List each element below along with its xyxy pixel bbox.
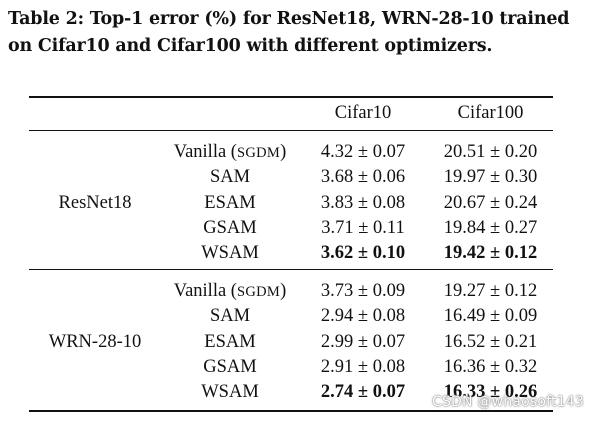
- optimizer-name: GSAM: [203, 217, 257, 238]
- cifar100-error-cell: 19.27 ± 0.12: [443, 281, 538, 301]
- model-name: WRN-28-10: [48, 331, 142, 352]
- optimizer-name: SAM: [209, 167, 251, 188]
- group-separator-rule: [29, 269, 553, 270]
- optimizer-prefix: Vanilla (: [173, 142, 237, 162]
- cifar100-error-cell: 20.67 ± 0.24: [443, 192, 538, 213]
- optimizer-name: WSAM: [201, 382, 259, 403]
- cifar100-error-cell: 16.33 ± 0.26: [443, 382, 538, 403]
- cifar10-error-cell: 3.71 ± 0.11: [321, 217, 405, 238]
- cifar100-error-cell: 19.97 ± 0.30: [443, 167, 538, 188]
- optimizer-prefix: Vanilla (: [173, 281, 237, 301]
- optimizer-suffix: ): [280, 281, 287, 301]
- cifar10-error-cell: 2.74 ± 0.07: [320, 382, 406, 403]
- cifar10-error-cell: 2.99 ± 0.07: [320, 331, 406, 352]
- optimizer-name: SAM: [209, 306, 251, 327]
- cifar10-error-cell: 3.83 ± 0.08: [320, 192, 406, 213]
- table-bottom-rule: [29, 410, 553, 412]
- cifar10-error-cell: 3.62 ± 0.10: [320, 243, 406, 264]
- optimizer-name: Vanilla (SGDM): [160, 140, 300, 164]
- optimizer-name: GSAM: [203, 356, 257, 377]
- optimizer-name: Vanilla (SGDM): [160, 279, 300, 303]
- cifar10-error-cell: 2.94 ± 0.08: [320, 306, 406, 327]
- model-name: ResNet18: [58, 192, 132, 213]
- cifar100-error-cell: 19.42 ± 0.12: [443, 243, 538, 264]
- cifar100-error-cell: 16.36 ± 0.32: [443, 356, 538, 377]
- cifar100-error-cell: 16.49 ± 0.09: [443, 306, 538, 327]
- cifar100-error-cell: 16.52 ± 0.21: [443, 331, 538, 352]
- cifar10-error-cell: 2.91 ± 0.08: [320, 356, 406, 377]
- cifar10-error-cell: 3.68 ± 0.06: [320, 167, 406, 188]
- optimizer-suffix: ): [280, 142, 287, 162]
- watermark: CSDN @whaosoft143: [432, 394, 584, 410]
- column-header-cifar10: Cifar10: [334, 103, 392, 123]
- cifar100-error-cell: 20.51 ± 0.20: [443, 142, 538, 162]
- column-header-cifar100: Cifar100: [457, 103, 524, 123]
- table-top-rule: [29, 96, 553, 98]
- cifar10-error-cell: 3.73 ± 0.09: [320, 281, 406, 301]
- optimizer-name: ESAM: [204, 192, 256, 213]
- header-rule: [29, 130, 553, 131]
- optimizer-name: ESAM: [204, 331, 256, 352]
- optimizer-smallcaps: SGDM: [236, 284, 281, 300]
- cifar100-error-cell: 19.84 ± 0.27: [443, 217, 538, 238]
- optimizer-smallcaps: SGDM: [236, 145, 281, 161]
- cifar10-error-cell: 4.32 ± 0.07: [320, 142, 406, 162]
- optimizer-name: WSAM: [201, 243, 259, 264]
- table-caption: Table 2: Top-1 error (%) for ResNet18, W…: [8, 9, 570, 56]
